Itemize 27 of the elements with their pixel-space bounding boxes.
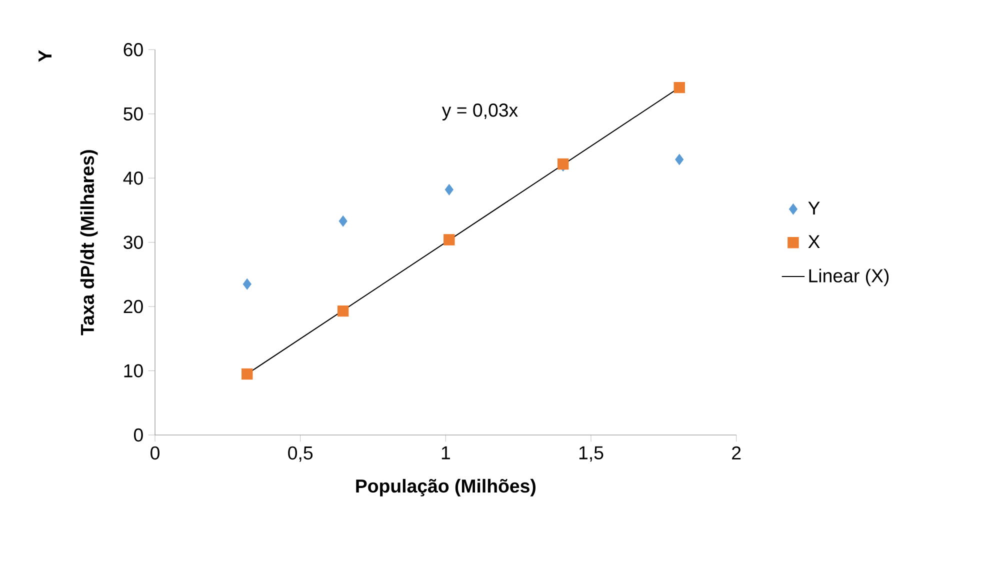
legend-label: Y (808, 202, 820, 215)
point (337, 305, 349, 317)
y-tick-label: 20 (124, 300, 143, 314)
x-tick-label: 2 (732, 446, 741, 460)
point (242, 368, 253, 380)
y-tick-label: 50 (124, 107, 143, 120)
point (675, 154, 684, 166)
annotation: y = 0,03x (442, 104, 518, 120)
y-axis-title: Taxa dP/dt (Milhares) (80, 150, 98, 336)
y-tick-label: 60 (124, 43, 143, 56)
point (338, 216, 348, 227)
point (444, 184, 454, 196)
x-tick-label: 0,5 (288, 446, 313, 462)
text: Y (38, 50, 52, 62)
x-tick-label: 0 (150, 446, 160, 460)
x-axis-title: População (Milhões) (356, 478, 536, 496)
legend-label: X (808, 235, 820, 248)
y-tick-label: 40 (123, 171, 143, 185)
point (242, 278, 252, 290)
point (674, 82, 685, 94)
x-tick-label: 1 (442, 446, 450, 460)
x-tick-label: 1,5 (579, 446, 604, 462)
y-tick-label: 10 (124, 364, 143, 378)
y-tick-label: 0 (134, 428, 143, 442)
point (444, 234, 455, 246)
y-tick-label: 30 (124, 236, 143, 249)
legend-label: Linear (X) (809, 268, 889, 286)
